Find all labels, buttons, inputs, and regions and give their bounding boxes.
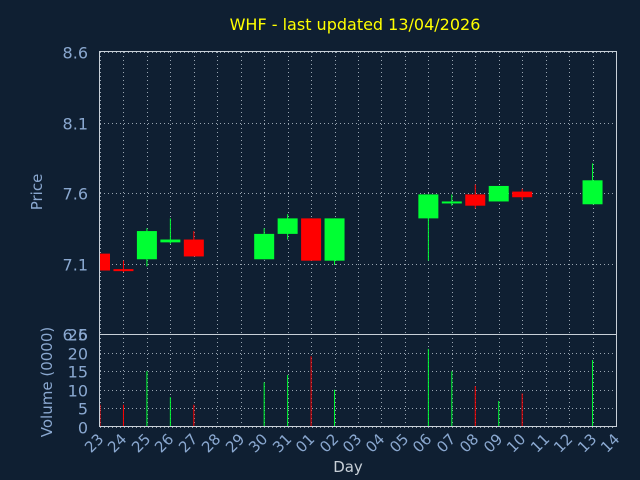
volume-tick-label: 20 [68, 345, 88, 364]
candle-body [254, 233, 275, 260]
candle-body [324, 218, 345, 261]
price-tick-labels: 8.6 8.1 7.6 7.1 6.6 [63, 44, 88, 345]
candle [582, 163, 603, 205]
candle [465, 184, 486, 209]
candle [324, 218, 345, 265]
candle-body [100, 253, 110, 271]
candle-body [301, 218, 322, 261]
candle-body [277, 218, 298, 234]
candles [99, 163, 603, 272]
price-tick-label: 7.6 [63, 185, 88, 204]
candle [136, 228, 157, 267]
volume-axis-label: Volume (0000) [38, 327, 56, 437]
candle [441, 194, 462, 206]
candle [418, 194, 439, 261]
candle-body [488, 185, 509, 202]
x-tick-labels: 2324252627282930310102030405060708091011… [81, 430, 623, 456]
candle-body [465, 194, 486, 206]
candle-body [512, 191, 533, 198]
candle-body [183, 239, 204, 257]
candle-body [418, 194, 439, 219]
candle [99, 253, 110, 271]
volume-tick-label: 0 [78, 419, 88, 438]
price-tick-label: 6.6 [63, 326, 88, 345]
candle-body [441, 201, 462, 204]
volume-tick-label: 10 [68, 382, 88, 401]
volume-bars [99, 348, 594, 427]
candle-body [113, 269, 134, 272]
chart-title: WHF - last updated 13/04/2026 [230, 15, 481, 34]
candle-body [136, 231, 157, 260]
price-panel: 8.6 8.1 7.6 7.1 6.6 [63, 44, 617, 345]
candle [301, 218, 322, 261]
volume-tick-label: 5 [78, 400, 88, 419]
candle-body [160, 239, 181, 243]
x-axis-label: Day [333, 458, 363, 476]
candle [183, 231, 204, 257]
candle [488, 185, 509, 202]
price-axis-label: Price [28, 174, 46, 211]
candle [113, 260, 134, 272]
volume-plot-frame [99, 334, 617, 427]
volume-tick-label: 25 [68, 326, 88, 345]
candle [277, 214, 298, 240]
volume-tick-label: 15 [68, 363, 88, 382]
candle-body [582, 180, 603, 205]
candle [254, 228, 275, 260]
candle [512, 188, 533, 201]
price-tick-label: 8.1 [63, 115, 88, 134]
candle [160, 218, 181, 244]
price-tick-label: 8.6 [63, 44, 88, 63]
price-tick-label: 7.1 [63, 256, 88, 275]
